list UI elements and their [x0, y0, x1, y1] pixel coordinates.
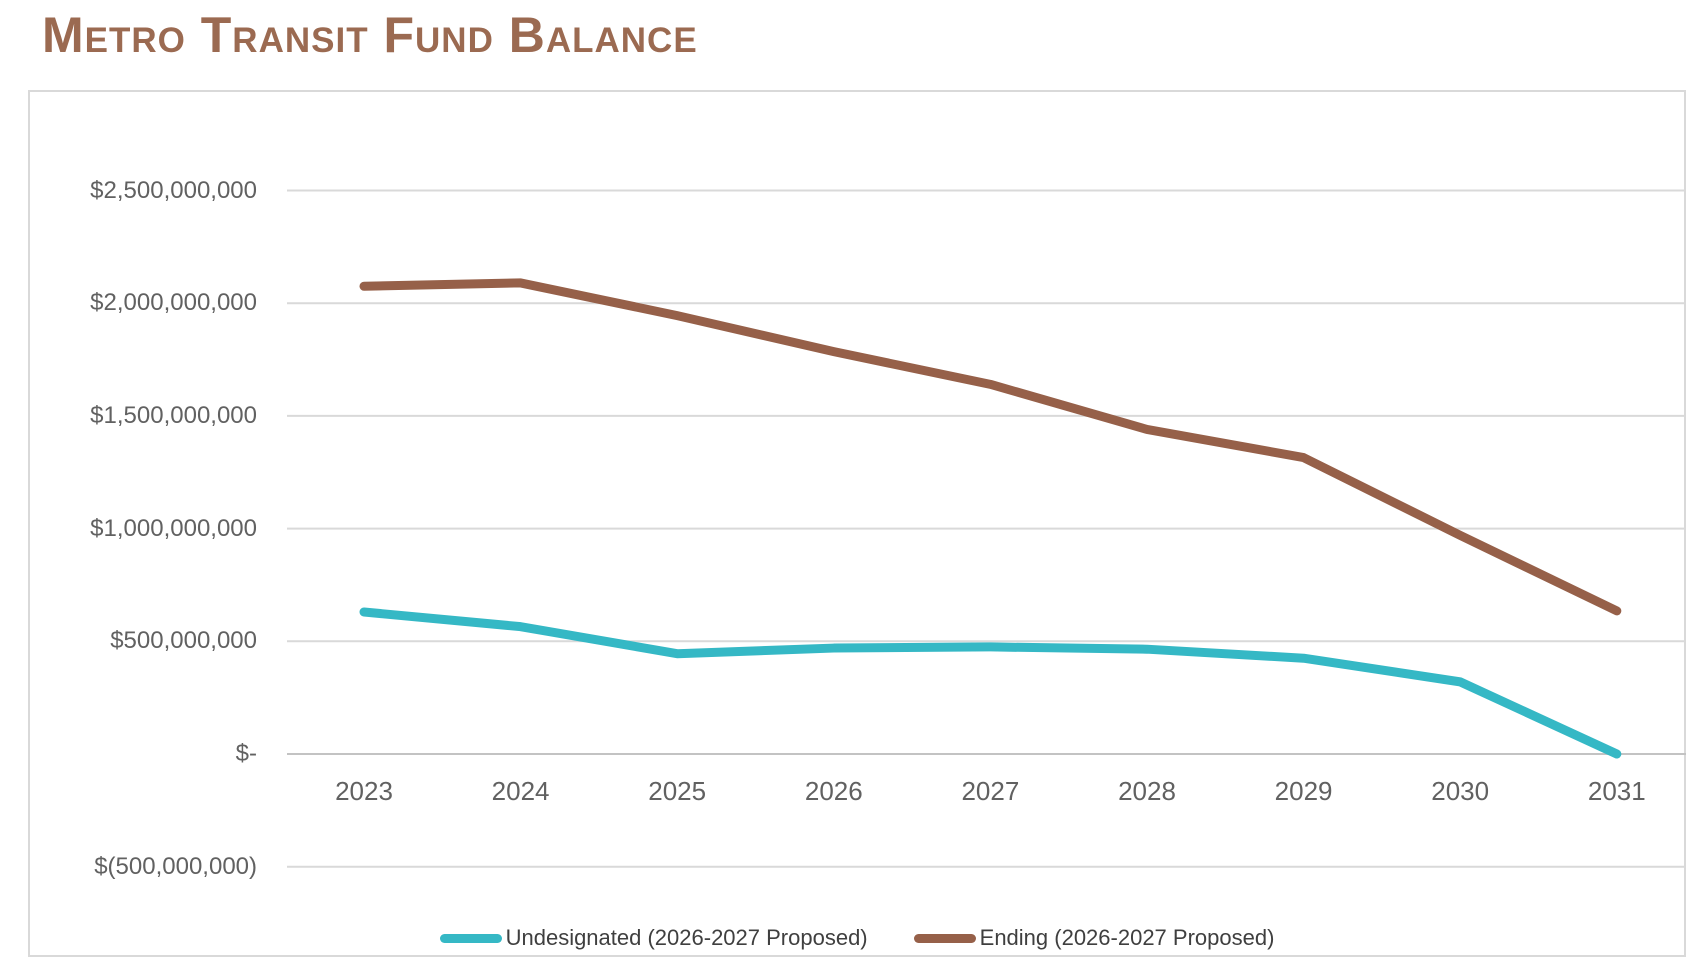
y-axis-label: $2,500,000,000 [90, 176, 257, 204]
legend-label-undesignated: Undesignated (2026-2027 Proposed) [505, 925, 868, 950]
chart-area: $2,500,000,000 $2,000,000,000 $1,500,000,0… [28, 90, 1686, 957]
x-axis-label: 2031 [1587, 776, 1646, 806]
x-axis-label: 2028 [1118, 776, 1176, 806]
y-axis-label: $500,000,000 [110, 627, 257, 655]
legend-item-ending: Ending (2026-2027 Proposed) [913, 925, 1275, 951]
legend-swatch-ending [913, 933, 976, 943]
page-title: Metro Transit Fund Balance [42, 7, 698, 63]
series-line-ending [359, 278, 1622, 616]
x-axis-label: 2029 [1274, 776, 1333, 806]
y-axis-label: $(500,000,000) [94, 852, 257, 880]
y-axis-label: $1,500,000,000 [90, 401, 257, 429]
x-axis-label: 2024 [491, 776, 550, 806]
legend-swatch-undesignated [439, 933, 502, 943]
x-axis-label: 2026 [804, 776, 863, 806]
series-line-undesignated [359, 607, 1622, 759]
y-axis-label: $1,000,000,000 [90, 514, 257, 542]
legend: Undesignated (2026-2027 Proposed) Ending… [30, 922, 1684, 954]
y-axis-label: $2,000,000,000 [90, 289, 257, 317]
x-axis-label: 2030 [1431, 776, 1490, 806]
x-axis-label: 2023 [335, 776, 393, 806]
x-axis-label: 2025 [648, 776, 707, 806]
y-axis-label: $- [235, 740, 257, 767]
legend-label-ending: Ending (2026-2027 Proposed) [979, 925, 1275, 950]
plot-area [287, 189, 1686, 868]
x-axis-label: 2027 [961, 776, 1020, 806]
legend-item-undesignated: Undesignated (2026-2027 Proposed) [439, 925, 868, 951]
